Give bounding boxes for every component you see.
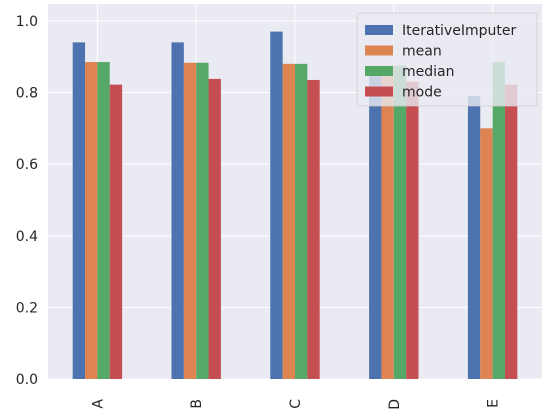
bar-iterativeimputer-a (72, 42, 86, 380)
bar-median-b (196, 62, 209, 379)
legend: IterativeImputer mean median mode (356, 12, 538, 107)
bars (72, 31, 518, 380)
x-tick-label: A (90, 399, 106, 409)
bar-mode-d (406, 81, 419, 379)
bar-mode-b (208, 78, 221, 380)
bar-mean-a (85, 62, 98, 379)
y-tick-label: 0.8 (16, 86, 38, 102)
bar-mode-c (307, 79, 320, 379)
y-tick-label: 0.2 (16, 300, 38, 316)
bar-median-e (492, 62, 505, 379)
x-axis-ticks: A B C D E (90, 399, 501, 410)
y-axis-ticks: 0.0 0.2 0.4 0.6 0.8 1.0 (16, 14, 38, 388)
bar-median-d (393, 65, 407, 379)
bar-median-a (97, 62, 110, 379)
bar-mean-e (480, 128, 493, 379)
bar-iterativeimputer-c (270, 31, 283, 380)
bar-median-c (295, 63, 308, 379)
bar-iterativeimputer-b (171, 42, 184, 380)
legend-label: IterativeImputer (402, 23, 516, 39)
bar-mean-d (381, 65, 394, 379)
legend-swatch (365, 66, 393, 76)
legend-swatch (365, 25, 393, 35)
bar-mode-e (504, 84, 518, 379)
x-tick-label: B (189, 399, 205, 409)
legend-label: mean (402, 44, 442, 60)
bar-iterativeimputer-e (467, 96, 481, 380)
y-tick-label: 0.4 (16, 229, 38, 245)
bar-iterativeimputer-d (369, 71, 382, 379)
legend-swatch (365, 86, 393, 97)
bar-mode-a (109, 84, 123, 379)
x-tick-label: E (486, 399, 502, 408)
legend-box (356, 12, 538, 107)
legend-swatch (365, 45, 393, 56)
y-tick-label: 1.0 (16, 14, 38, 30)
y-tick-label: 0.6 (16, 157, 38, 173)
x-tick-label: D (387, 399, 403, 410)
x-tick-label: C (288, 399, 304, 409)
bar-mean-c (282, 63, 295, 379)
bar-mean-b (183, 62, 197, 379)
y-tick-label: 0.0 (16, 372, 38, 388)
legend-label: mode (402, 85, 442, 101)
legend-label: median (402, 64, 454, 80)
